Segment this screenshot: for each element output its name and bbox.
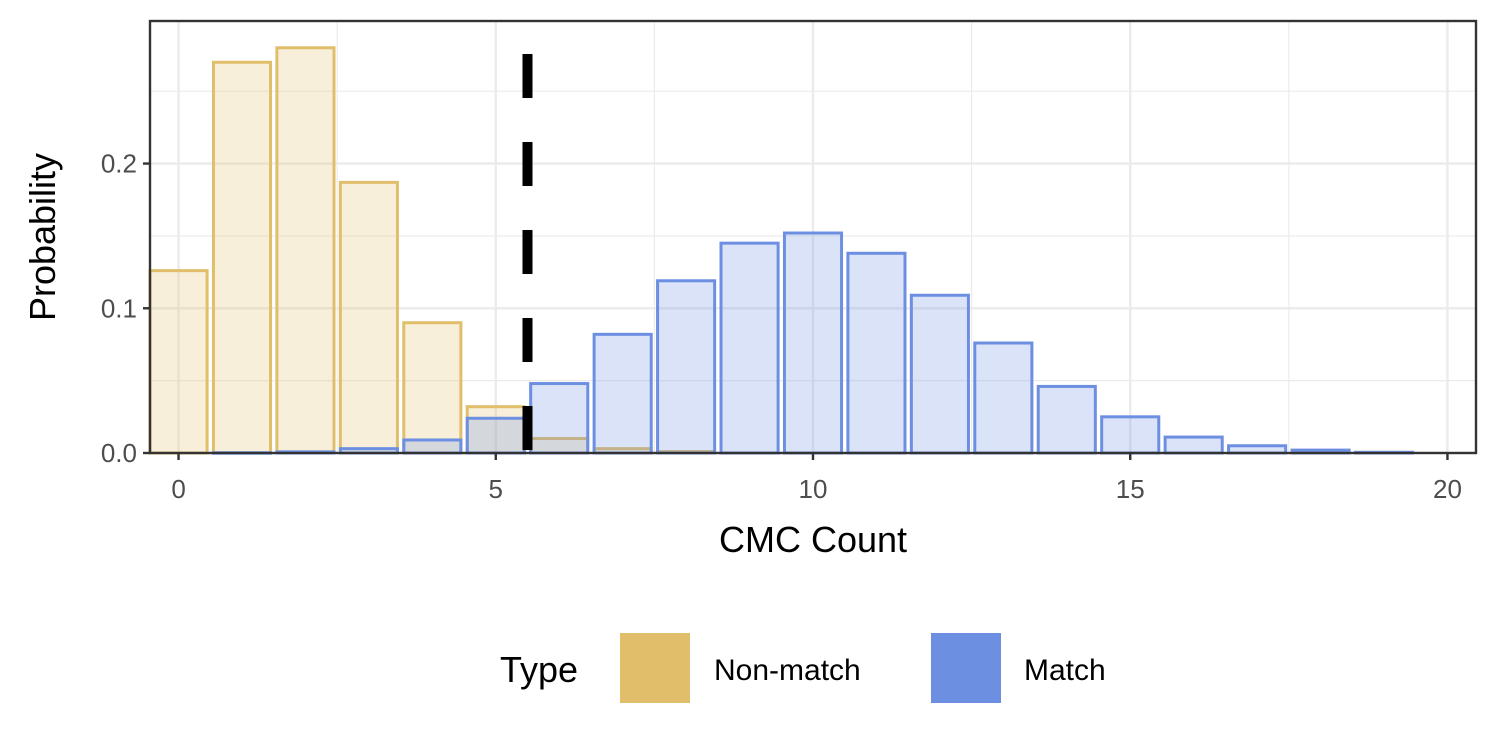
bar-match-6 [529,382,590,455]
legend-label-match: Match [1024,654,1106,687]
y-axis-title: Probability [22,153,63,321]
legend-key-match [931,633,1001,703]
bar-match-8 [656,279,717,455]
x-tick-label: 15 [1116,474,1145,504]
bar-non-match-3 [338,180,399,455]
bar-match-13 [973,341,1034,455]
bar-non-match-4 [402,321,463,455]
x-axis-title: CMC Count [719,519,907,560]
x-tick-label: 20 [1433,474,1462,504]
match-bars [211,231,1415,455]
legend: Type Non-match Match [500,633,1106,703]
y-tick-label: 0.2 [101,149,137,179]
bar-match-10 [782,231,844,455]
x-tick-label: 0 [171,474,185,504]
bar-non-match-1 [211,60,273,455]
bar-match-7 [592,332,653,455]
legend-title: Type [500,649,578,690]
bar-match-16 [1163,435,1224,455]
bar-match-12 [909,293,970,455]
y-tick-label: 0.0 [101,438,137,468]
bar-match-5 [465,416,526,455]
y-tick-label: 0.1 [101,293,137,323]
bar-match-14 [1036,384,1097,455]
non-match-bars [148,46,717,455]
legend-key-non-match [620,633,690,703]
bar-match-9 [719,241,780,455]
bar-non-match-0 [148,269,209,455]
bar-match-15 [1100,415,1161,455]
bar-non-match-2 [275,46,336,455]
x-tick-label: 10 [799,474,828,504]
legend-label-non-match: Non-match [714,654,861,687]
grid [150,21,1476,455]
y-axis: 0.0 0.1 0.2 [101,149,150,468]
bar-match-11 [846,251,907,455]
x-tick-label: 5 [489,474,503,504]
bar-match-4 [402,438,463,455]
x-axis: 0 5 10 15 20 [171,453,1462,504]
